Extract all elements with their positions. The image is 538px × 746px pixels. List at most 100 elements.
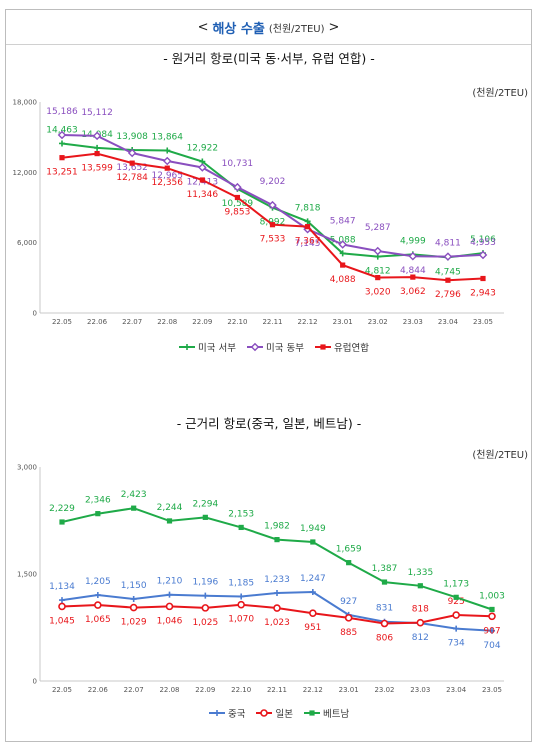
data-point [344,614,353,622]
data-label: 925 [448,597,465,607]
data-point [489,627,495,634]
data-label: 5,847 [330,216,356,226]
data-point [165,602,174,611]
data-point [478,250,488,260]
y-tick-label: 0 [33,678,37,686]
x-tick-label: 22.10 [231,686,251,694]
legend-symbol [184,344,190,350]
data-point [274,537,280,543]
data-point [129,603,138,612]
x-tick-label: 22.07 [122,318,142,326]
data-point [443,252,453,261]
data-label: 1,150 [121,581,147,591]
data-label: 2,244 [157,503,183,513]
chart1-unit: (천원/2TEU) [472,88,528,99]
data-label: 2,153 [228,509,254,519]
x-tick-label: 22.12 [298,318,318,326]
data-label: 1,045 [49,616,75,626]
data-point [59,519,65,525]
data-point [309,589,316,596]
series-3: 2,229 2,346 2,423 2,244 2,294 2,153 1,982 1,949… [49,490,505,613]
data-point [238,593,245,600]
data-point [130,595,137,602]
data-point [489,606,495,613]
series-1: 1,134 1,205 1,150 1,210 1,196 1,185 1,233 1,247… [49,574,501,651]
data-label: 5,287 [365,223,391,233]
x-tick-label: 23.04 [438,318,459,326]
chart1-title: - 원거리 항로(미국 동·서부, 유럽 연합) - [163,51,375,66]
data-point [488,612,496,621]
legend-label: 미국 서부 [198,343,236,354]
data-point [94,144,101,151]
data-label: 13,599 [81,164,113,174]
legend-label: 베트남 [322,709,350,720]
data-point [269,222,276,228]
data-label: 1,247 [300,574,326,584]
data-label: 12,922 [187,144,219,154]
data-point [310,539,316,545]
data-label: 7,145 [295,239,321,249]
data-label: 1,046 [157,616,183,626]
legend-item: 일본 [255,706,293,720]
x-tick-label: 22.06 [88,686,109,694]
data-label: 12,356 [152,178,184,188]
x-tick-label: 23.03 [403,318,423,326]
data-label: 7,533 [260,235,286,245]
data-point [166,591,173,598]
data-point [129,160,135,166]
data-label: 15,112 [81,108,113,118]
x-tick-label: 23.02 [368,318,388,326]
legend-item: 미국 동부 [246,340,304,354]
data-point [273,604,281,612]
data-label: 13,864 [152,132,184,142]
data-point [375,274,381,281]
data-point [59,140,65,147]
legend-symbol [260,709,269,717]
legend-marker [303,710,320,716]
data-label: 10,589 [222,199,254,209]
y-tick-label: 18,000 [13,99,38,107]
data-point [127,148,137,158]
chart2-title: - 근거리 항로(중국, 일본, 베트남) - [176,416,362,431]
x-tick-label: 22.09 [192,318,212,326]
data-label: 1,065 [85,615,111,625]
series-2: 1,045 1,065 1,029 1,046 1,025 1,070 1,023 951 88… [49,597,500,643]
data-label: 1,387 [372,564,398,574]
legend-item: 중국 [208,706,245,720]
data-label: 1,185 [228,578,254,588]
data-point [164,165,170,171]
x-tick-label: 22.12 [303,686,323,694]
x-tick-label: 23.04 [446,686,467,694]
data-point [162,156,172,166]
data-point [338,240,347,249]
data-label: 812 [412,633,429,643]
x-tick-label: 22.08 [159,686,179,694]
data-point [202,514,208,520]
data-label: 1,659 [336,545,362,555]
data-point [416,618,425,627]
data-label: 15,186 [46,107,78,117]
data-point [131,505,137,511]
data-label: 4,844 [400,266,426,276]
legend-label: 미국 동부 [265,343,304,354]
data-label: 2,423 [121,490,147,500]
data-label: 1,173 [443,579,469,589]
data-point [453,594,459,600]
data-label: 806 [376,634,393,644]
data-label: 7,367 [295,237,321,247]
data-point [445,277,451,283]
data-label: 3,062 [400,287,426,297]
data-label: 734 [448,639,465,649]
data-label: 4,811 [435,239,461,249]
x-tick-label: 23.01 [333,318,353,326]
x-tick-label: 22.07 [124,686,144,694]
data-label: 2,346 [85,496,111,506]
data-label: 9,853 [225,208,251,218]
y-tick-label: 1,500 [17,571,37,579]
data-label: 9,202 [260,177,286,187]
data-label: 1,029 [121,618,147,628]
data-label: 2,229 [49,504,75,514]
